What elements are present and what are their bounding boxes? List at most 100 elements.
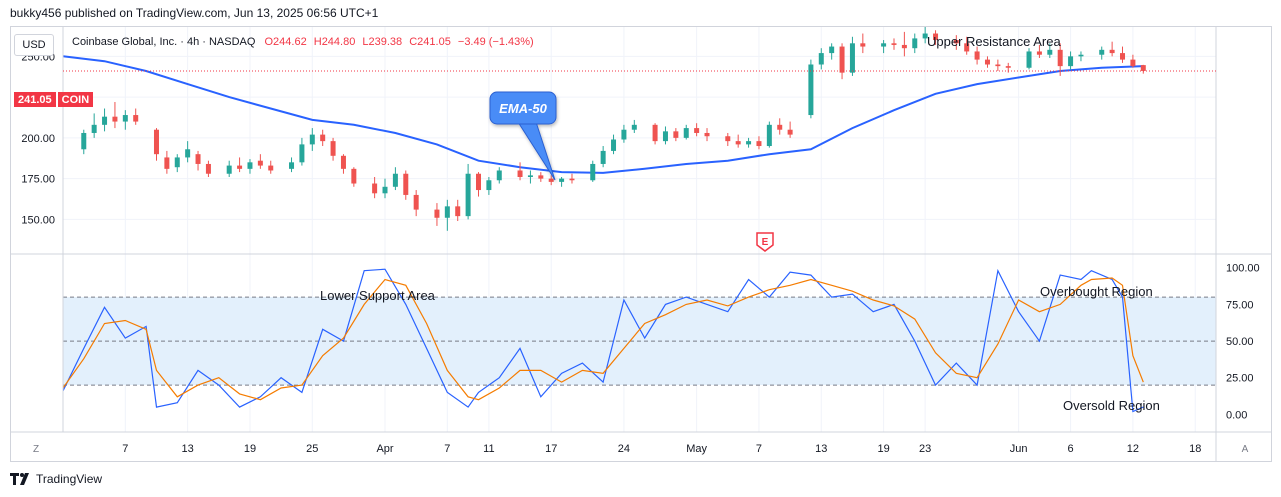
candle-body <box>756 141 762 147</box>
candle <box>673 128 679 142</box>
candle-body <box>153 129 159 155</box>
candle <box>1109 41 1115 57</box>
candle-body <box>434 209 440 218</box>
candle-body <box>320 134 326 142</box>
candle-body <box>652 124 658 142</box>
lower-support-label: Lower Support Area <box>320 288 436 303</box>
candle-body <box>1078 54 1084 57</box>
candle <box>174 154 180 173</box>
candle <box>527 170 533 184</box>
candle <box>289 157 295 173</box>
time-tick-label: 6 <box>1068 443 1074 455</box>
candle-body <box>195 154 201 164</box>
candle-body <box>933 33 939 41</box>
candle-body <box>205 163 211 174</box>
candle <box>1130 54 1136 68</box>
candle <box>559 177 565 187</box>
symbol-legend: Coinbase Global, Inc. · 4h · NASDAQ O244… <box>72 36 538 48</box>
candle-body <box>268 165 274 171</box>
candle-body <box>496 170 502 181</box>
time-tick-label: 7 <box>444 443 450 455</box>
candle <box>185 141 191 163</box>
stoch-d-line <box>62 277 1144 401</box>
candle-body <box>1047 49 1053 55</box>
candle-body <box>881 43 887 47</box>
candle-body <box>133 115 139 122</box>
candle-body <box>185 149 191 158</box>
candle <box>205 160 211 177</box>
candle <box>808 59 814 119</box>
candle-body <box>309 134 315 145</box>
candle <box>226 160 232 177</box>
candle <box>725 132 731 147</box>
legend-high: H244.80 <box>313 36 356 48</box>
time-tick-label: 19 <box>244 443 256 455</box>
legend-symbol[interactable]: Coinbase Global, Inc. · 4h · NASDAQ <box>72 36 256 48</box>
candle <box>881 40 887 54</box>
candle-body <box>891 43 897 45</box>
candle <box>340 154 346 174</box>
candle <box>787 121 793 138</box>
candle <box>102 108 108 132</box>
candle-body <box>621 129 627 140</box>
time-tick-label: 13 <box>182 443 194 455</box>
time-tick-label: 24 <box>618 443 630 455</box>
candle <box>548 175 554 186</box>
candle-body <box>1099 49 1105 55</box>
candle <box>475 172 481 197</box>
auto-scale-button[interactable]: A <box>1241 443 1249 455</box>
candle <box>403 170 409 200</box>
candle-body <box>517 170 523 177</box>
candle-body <box>330 141 336 156</box>
candle-body <box>382 186 388 194</box>
candle-body <box>538 175 544 179</box>
candle-body <box>839 46 845 73</box>
candle-body <box>351 168 357 184</box>
candle <box>569 173 575 184</box>
time-tick-label: Apr <box>376 443 393 455</box>
time-tick-label: Jun <box>1010 443 1028 455</box>
candle-body <box>164 157 170 169</box>
time-tick-label: 12 <box>1127 443 1139 455</box>
candle <box>465 163 471 220</box>
candle <box>964 36 970 55</box>
zoom-button[interactable]: Z <box>32 443 40 455</box>
ema-callout: EMA-50 <box>489 91 557 181</box>
candle <box>1047 43 1053 58</box>
chart-frame <box>10 26 1272 462</box>
stoch-tick-label: 50.00 <box>1226 336 1254 348</box>
ticker-badge: COIN <box>57 92 94 107</box>
price-tick-label: 150.00 <box>21 214 55 226</box>
candle-body <box>372 183 378 194</box>
candle-body <box>257 160 263 166</box>
candle <box>164 150 170 174</box>
stoch-tick-label: 0.00 <box>1226 409 1247 421</box>
candle <box>195 150 201 171</box>
candle <box>455 199 461 222</box>
candle <box>891 38 897 50</box>
candle-body <box>694 128 700 133</box>
time-tick-label: 17 <box>545 443 557 455</box>
candle-body <box>237 165 243 169</box>
candle <box>995 59 1001 72</box>
currency-selector[interactable]: USD <box>14 34 54 56</box>
stoch-k-line <box>62 268 1144 413</box>
time-tick-label: 19 <box>877 443 889 455</box>
candle <box>912 33 918 54</box>
candle-body <box>413 194 419 210</box>
candle-body <box>1120 53 1126 60</box>
last-price-value: 241.05 <box>14 92 56 107</box>
candle <box>829 43 835 60</box>
stoch-tick-label: 75.00 <box>1226 299 1254 311</box>
earnings-marker-label: E <box>762 237 769 248</box>
candle-body <box>662 131 668 142</box>
tradingview-brand[interactable]: TradingView <box>10 472 102 486</box>
candle <box>1120 46 1126 63</box>
time-tick-label: 7 <box>122 443 128 455</box>
candle <box>122 110 128 130</box>
legend-open: O244.62 <box>264 36 307 48</box>
candle <box>746 137 752 148</box>
candle <box>320 129 326 147</box>
candle <box>496 167 502 184</box>
